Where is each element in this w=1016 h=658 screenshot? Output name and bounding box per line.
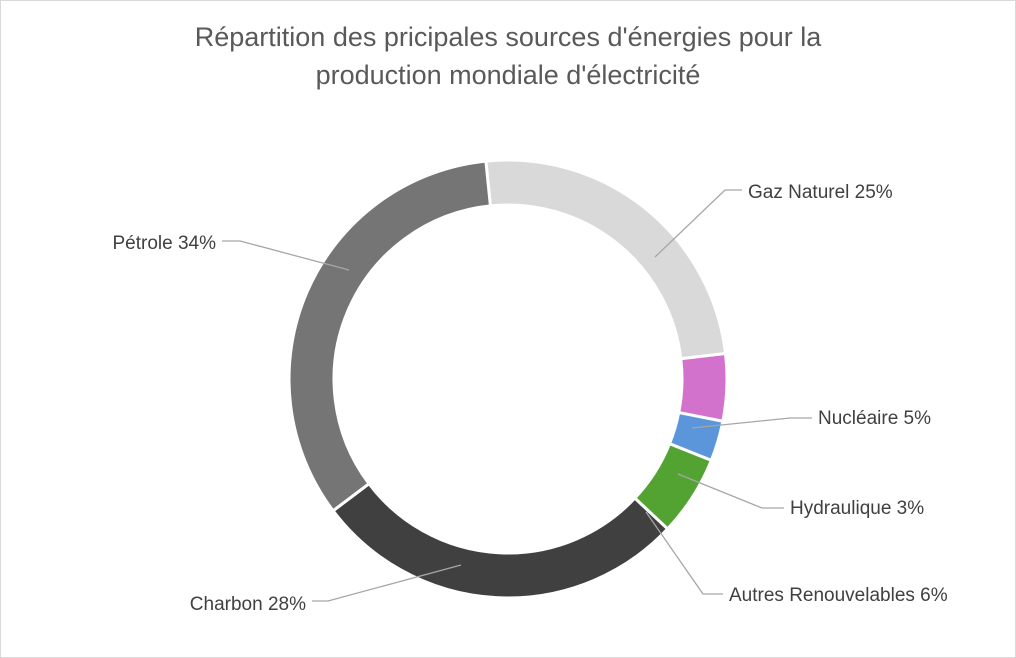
leader-line <box>654 189 742 258</box>
data-label: Charbon 28% <box>190 594 306 615</box>
slice-nucl-aire <box>676 351 729 424</box>
leader-line <box>312 564 462 602</box>
leader-lines <box>222 189 812 602</box>
leader-line <box>677 473 784 509</box>
data-label: Hydraulique 3% <box>790 498 924 519</box>
leader-line <box>645 511 723 595</box>
chart-title-line-1: Répartition des pricipales sources d'éne… <box>194 22 822 52</box>
leader-line <box>691 417 812 429</box>
leader-line <box>222 240 350 271</box>
slice-charbon <box>330 481 670 600</box>
slice-p-trole <box>287 159 493 513</box>
chart-title-line-2: production mondiale d'électricité <box>315 60 701 90</box>
data-labels: Gaz Naturel 25% Nucléaire 5% Hydraulique 3… <box>112 182 947 615</box>
chart-title: Répartition des pricipales sources d'éne… <box>0 18 1016 94</box>
data-label: Gaz Naturel 25% <box>748 182 893 203</box>
data-label: Nucléaire 5% <box>818 408 931 429</box>
slice-gaz-naturel <box>484 158 728 361</box>
data-label: Pétrole 34% <box>112 233 216 254</box>
donut-slices <box>287 158 729 600</box>
data-label: Autres Renouvelables 6% <box>729 585 948 606</box>
